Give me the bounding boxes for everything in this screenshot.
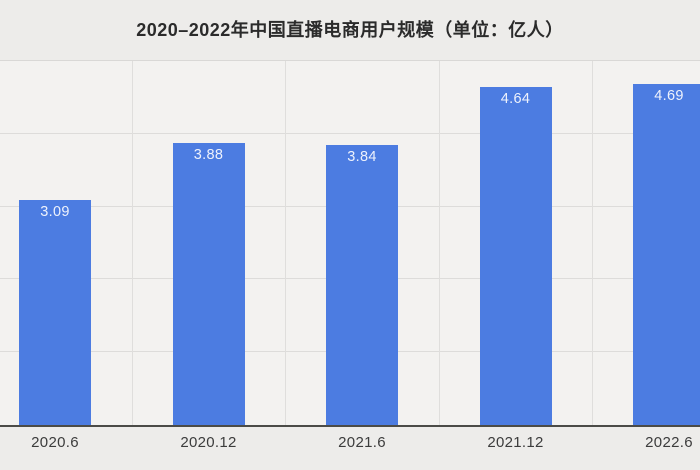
x-tick-label-2020.6: 2020.6 (31, 434, 79, 451)
bar-2021.6: 3.84 (326, 145, 398, 425)
vertical-gridline-3 (438, 61, 440, 425)
chart-title: 2020–2022年中国直播电商用户规模（单位：亿人） (136, 20, 564, 40)
x-tick-label-2021.6: 2021.6 (338, 434, 386, 451)
plot-area: 3.09 3.88 3.84 4.64 4.69 (0, 60, 700, 427)
bar-2020.12: 3.88 (172, 142, 245, 425)
bar-value-label-2021.12: 4.64 (500, 91, 531, 108)
bar-value-label-2020.6: 3.09 (40, 204, 70, 221)
vertical-gridline-2 (285, 61, 287, 425)
x-axis: 2020.6 2020.12 2021.6 2021.12 2022.6 (0, 426, 700, 470)
x-tick-label-2020.12: 2020.12 (180, 434, 237, 451)
horizontal-gridline-4 (0, 132, 700, 134)
bar-value-label-2020.12: 3.88 (193, 146, 224, 163)
x-tick-label-2021.12: 2021.12 (487, 434, 544, 451)
vertical-gridline-1 (131, 61, 133, 425)
bar-value-label-2021.6: 3.84 (347, 149, 377, 166)
bar-2021.12: 4.64 (479, 87, 552, 425)
x-tick-label-2022.6: 2022.6 (645, 434, 693, 451)
bar-2020.6: 3.09 (19, 200, 91, 425)
bar-value-label-2022.6: 4.69 (654, 87, 684, 104)
vertical-gridline-4 (592, 61, 594, 425)
bar-2022.6: 4.69 (633, 83, 700, 425)
